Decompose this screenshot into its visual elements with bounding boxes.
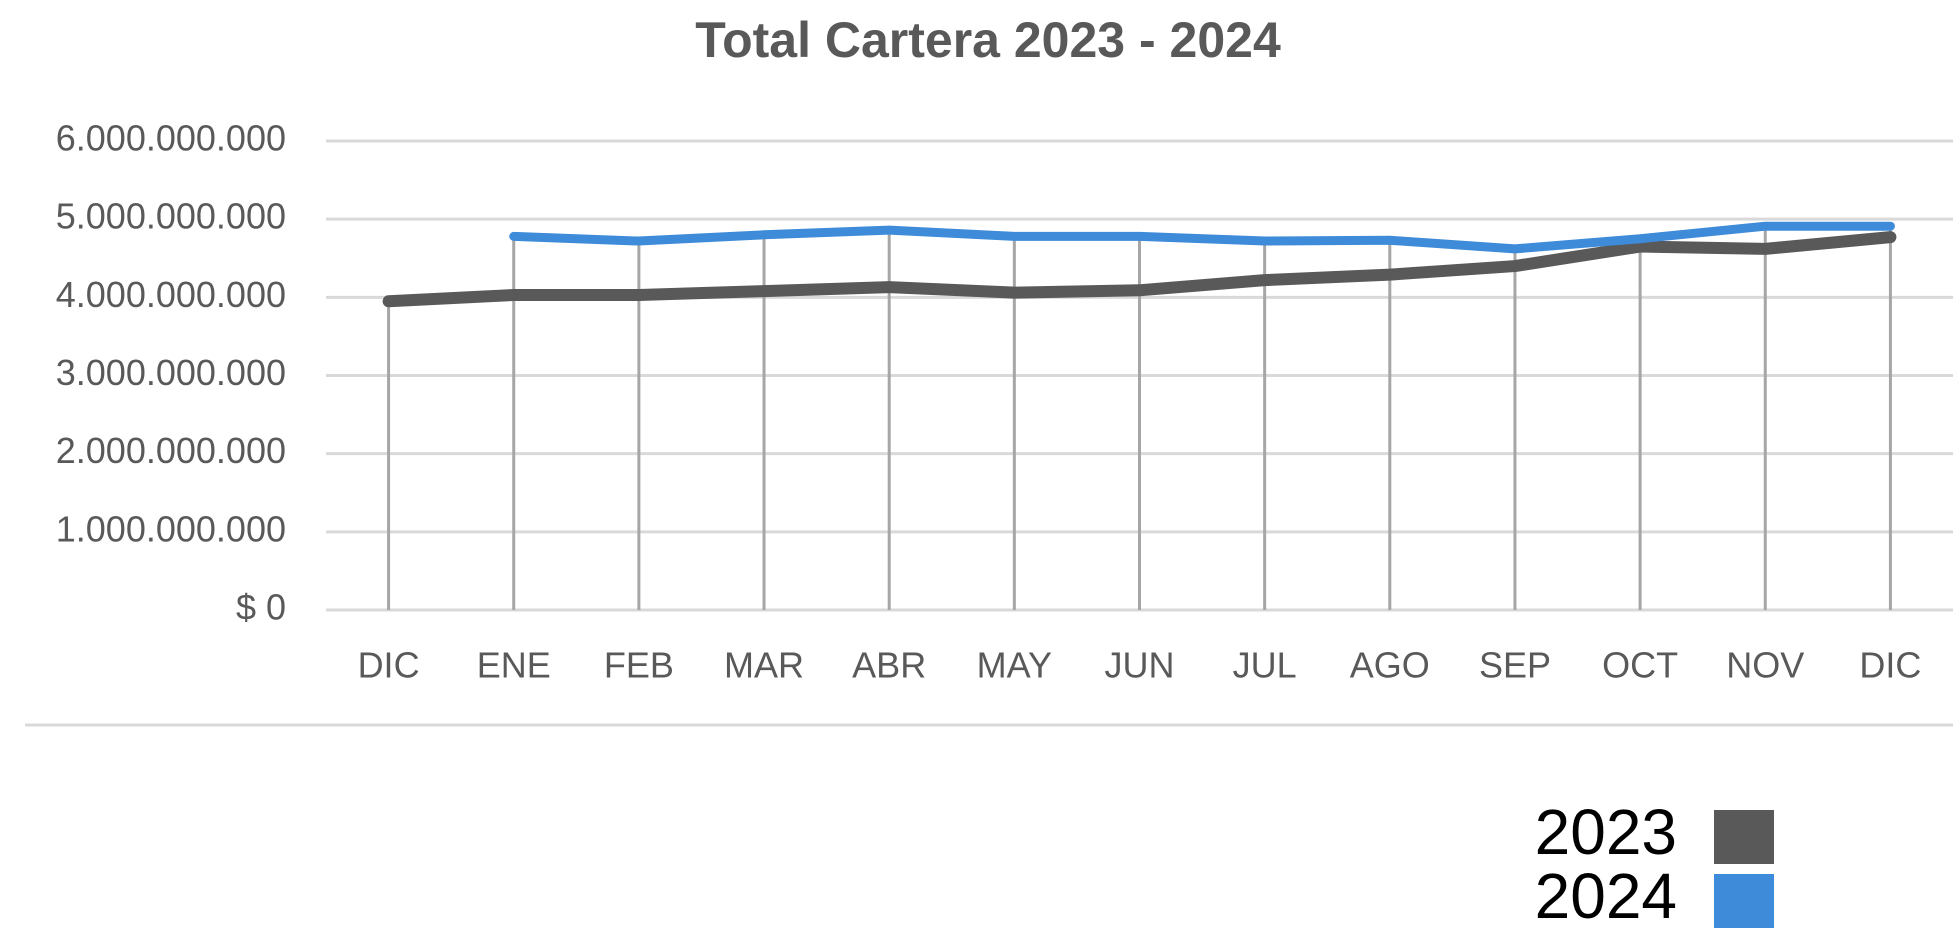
chart-title: Total Cartera 2023 - 2024 [695, 12, 1281, 68]
y-tick-label: 1.000.000.000 [56, 508, 286, 549]
x-tick-label: SEP [1479, 645, 1551, 686]
legend-label: 2024 [1535, 860, 1677, 928]
y-tick-label: 6.000.000.000 [56, 118, 286, 159]
x-tick-label: DIC [1859, 645, 1921, 686]
series-line [382, 231, 1897, 308]
legend-swatch [1714, 874, 1774, 928]
x-tick-label: JUL [1233, 645, 1297, 686]
x-tick-label: FEB [604, 645, 674, 686]
x-tick-label: MAY [977, 645, 1052, 686]
x-tick-label: AGO [1350, 645, 1430, 686]
y-tick-label: 2.000.000.000 [56, 430, 286, 471]
y-tick-label: $ 0 [236, 587, 286, 628]
y-tick-label: 3.000.000.000 [56, 352, 286, 393]
series-line [509, 221, 1895, 254]
x-tick-label: NOV [1726, 645, 1804, 686]
legend-label: 2023 [1535, 796, 1677, 868]
x-tick-label: MAR [724, 645, 804, 686]
x-tick-label: OCT [1602, 645, 1678, 686]
x-tick-label: ABR [852, 645, 926, 686]
y-tick-label: 4.000.000.000 [56, 274, 286, 315]
x-tick-label: JUN [1105, 645, 1175, 686]
x-tick-label: ENE [477, 645, 551, 686]
y-tick-label: 5.000.000.000 [56, 196, 286, 237]
x-tick-label: DIC [358, 645, 420, 686]
legend-swatch [1714, 810, 1774, 864]
